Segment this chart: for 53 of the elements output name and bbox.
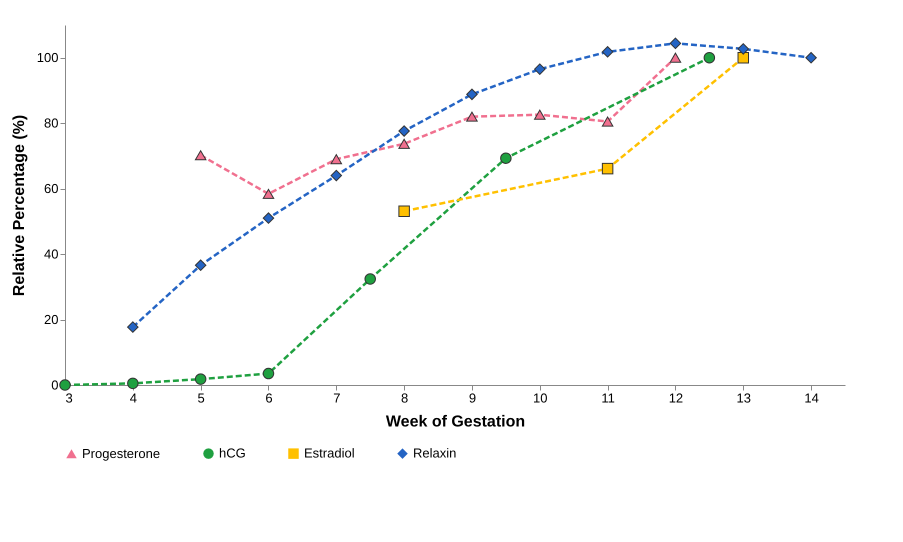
point — [534, 110, 546, 120]
point — [262, 188, 274, 199]
point — [398, 205, 410, 217]
y-tick-label: 100 — [36, 50, 58, 66]
x-tick-label: 14 — [804, 390, 819, 406]
point — [534, 63, 546, 75]
x-tick-label: 3 — [66, 390, 73, 406]
x-tick-label: 12 — [668, 390, 684, 406]
legend-label: hCG — [219, 446, 246, 461]
y-tick-label: 60 — [44, 181, 58, 196]
x-axis-title: Week of Gestation — [386, 414, 526, 430]
point — [364, 273, 376, 285]
point — [500, 152, 512, 164]
legend-label: Relaxin — [413, 446, 456, 461]
x-tick-label: 4 — [130, 390, 137, 406]
point — [398, 125, 410, 137]
point — [127, 378, 139, 390]
point — [330, 154, 342, 164]
y-tick-label: 80 — [44, 116, 58, 131]
point — [602, 162, 614, 174]
point — [670, 38, 682, 50]
y-axis-title: Relative Percentage (%) — [10, 114, 28, 296]
x-tick-label: 7 — [333, 390, 340, 406]
point — [670, 52, 682, 63]
point — [398, 138, 410, 149]
x-tick-label: 11 — [601, 390, 615, 406]
point — [805, 52, 817, 64]
point — [127, 321, 139, 333]
point — [466, 88, 478, 100]
x-tick-label: 13 — [736, 390, 751, 406]
x-tick-label: 6 — [265, 390, 273, 406]
point — [738, 43, 750, 55]
point — [194, 373, 206, 385]
point — [262, 368, 274, 380]
x-tick-label: 8 — [401, 390, 408, 406]
point — [738, 52, 750, 64]
x-tick-label: 9 — [468, 390, 476, 406]
point — [194, 259, 206, 271]
y-tick-label: 40 — [44, 246, 58, 262]
point — [466, 112, 478, 122]
x-tick-label: 5 — [198, 390, 205, 406]
legend-label: Progesterone — [82, 446, 160, 461]
point — [602, 46, 614, 58]
x-tick-label: 10 — [533, 390, 548, 406]
point — [330, 170, 342, 182]
y-tick-label: 0 — [51, 378, 58, 392]
y-tick-label: 20 — [44, 312, 58, 328]
point — [59, 379, 71, 391]
point — [194, 150, 206, 160]
point — [262, 212, 274, 224]
point — [704, 52, 716, 64]
legend-label: Estradiol — [304, 446, 355, 461]
point — [602, 116, 614, 127]
